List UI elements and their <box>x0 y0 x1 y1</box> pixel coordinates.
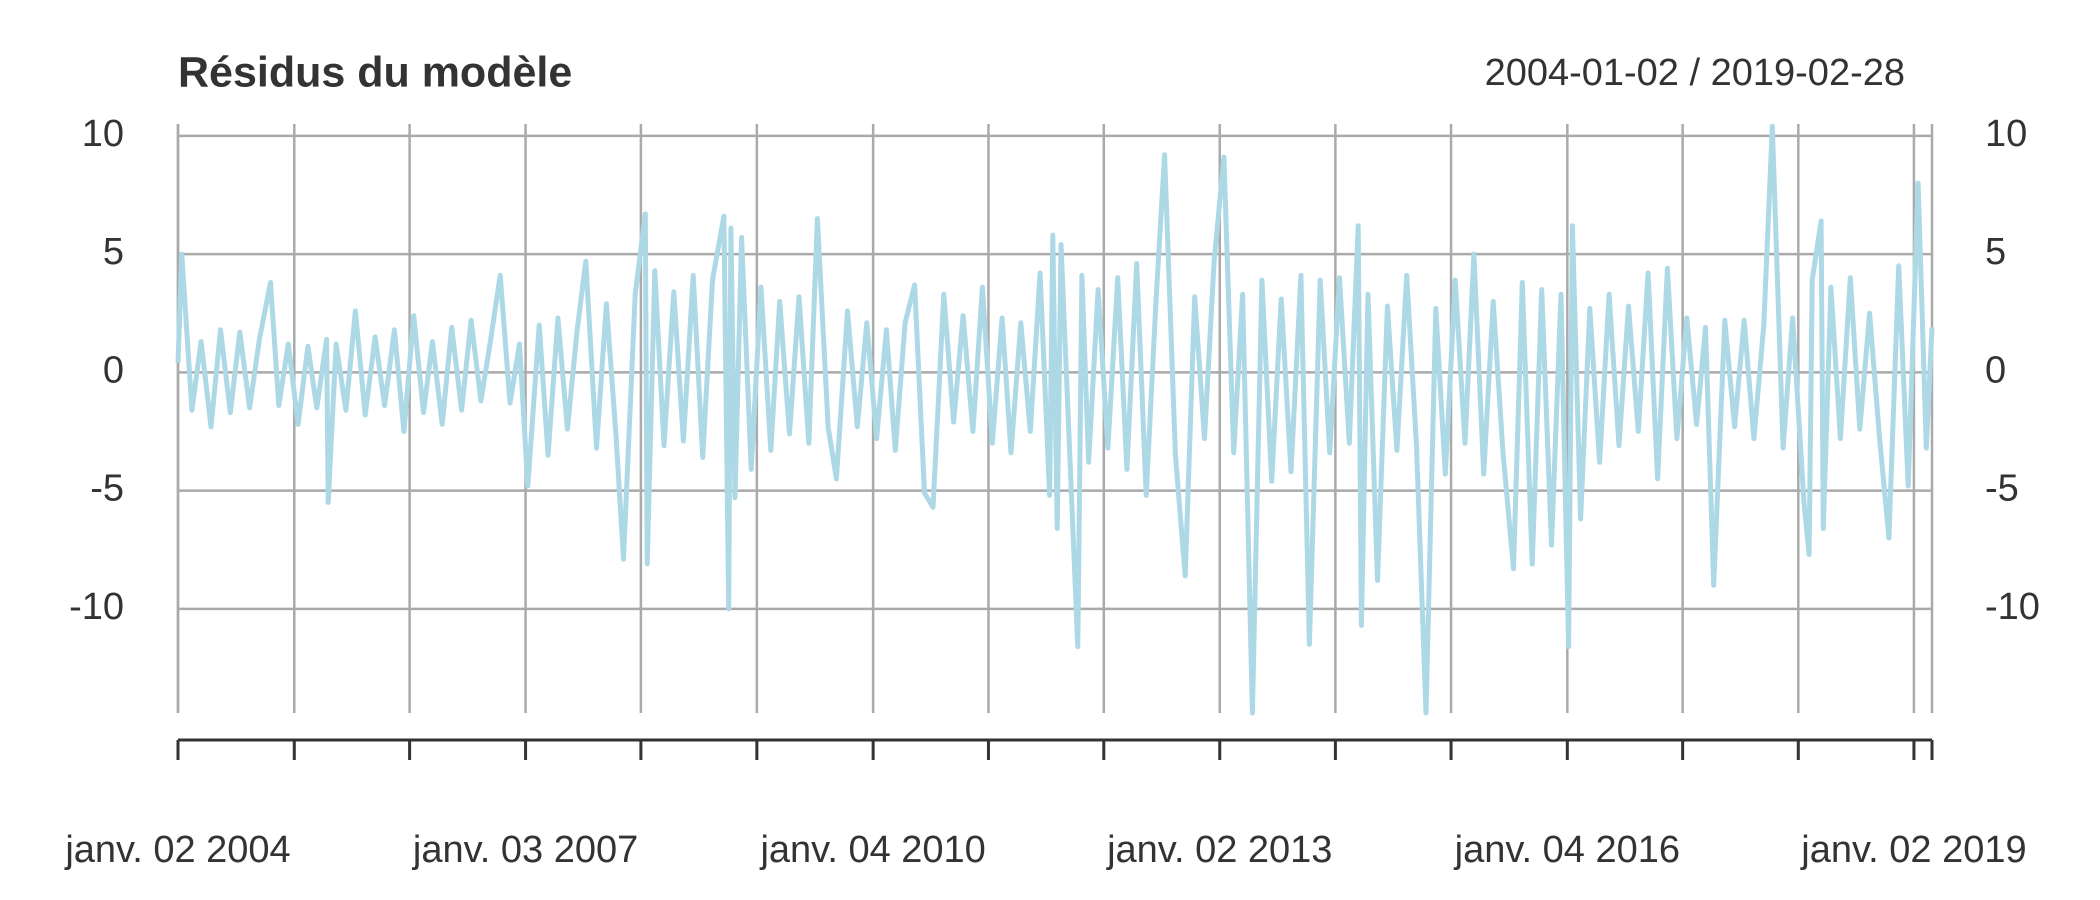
y-tick-label: 10 <box>82 113 124 155</box>
x-tick-label: janv. 02 2013 <box>1106 829 1332 871</box>
x-tick-label: janv. 04 2010 <box>759 829 985 871</box>
y-tick-label: 0 <box>103 349 124 391</box>
y-tick-label-right: 0 <box>1985 349 2006 391</box>
x-tick-label: janv. 03 2007 <box>412 829 638 871</box>
y-tick-label: 5 <box>103 231 124 273</box>
y-tick-label-right: -5 <box>1985 468 2019 510</box>
y-tick-label-right: 5 <box>1985 231 2006 273</box>
x-tick-label: janv. 02 2004 <box>64 829 290 871</box>
x-tick-label: janv. 02 2019 <box>1800 829 2026 871</box>
x-tick-label: janv. 04 2016 <box>1454 829 1680 871</box>
chart-title: Résidus du modèle <box>178 48 572 96</box>
residual-line <box>175 123 1935 716</box>
chart-subtitle: 2004-01-02 / 2019-02-28 <box>1485 52 1905 94</box>
y-tick-label: -10 <box>69 586 124 628</box>
y-tick-label-right: -10 <box>1985 586 2040 628</box>
y-tick-label: -5 <box>90 468 124 510</box>
y-tick-label-right: 10 <box>1985 113 2027 155</box>
